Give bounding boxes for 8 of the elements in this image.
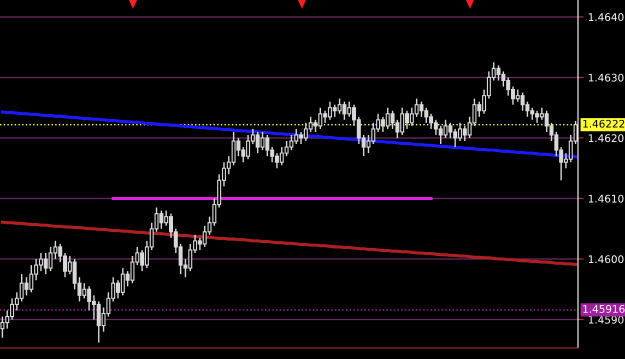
ref-line-label: 1.45916 [583, 305, 625, 313]
y-tick-label: 1.4600 [588, 255, 624, 264]
y-tick-label: 1.4640 [588, 13, 624, 22]
y-tick-label: 1.4610 [588, 194, 624, 203]
y-tick-label: 1.4620 [588, 134, 624, 142]
y-tick-label: 1.4630 [588, 74, 624, 82]
ref-line-label: 1.46222 [583, 120, 624, 128]
line-series [0, 220, 578, 266]
